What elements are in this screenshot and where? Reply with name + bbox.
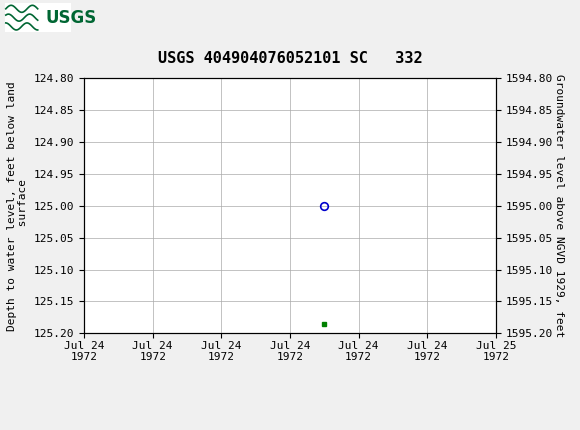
Y-axis label: Depth to water level, feet below land
 surface: Depth to water level, feet below land su… [7,81,28,331]
FancyBboxPatch shape [5,3,71,32]
Legend: Period of approved data: Period of approved data [195,427,385,430]
Y-axis label: Groundwater level above NGVD 1929, feet: Groundwater level above NGVD 1929, feet [554,74,564,338]
Text: USGS: USGS [45,9,96,27]
Text: USGS 404904076052101 SC   332: USGS 404904076052101 SC 332 [158,52,422,66]
